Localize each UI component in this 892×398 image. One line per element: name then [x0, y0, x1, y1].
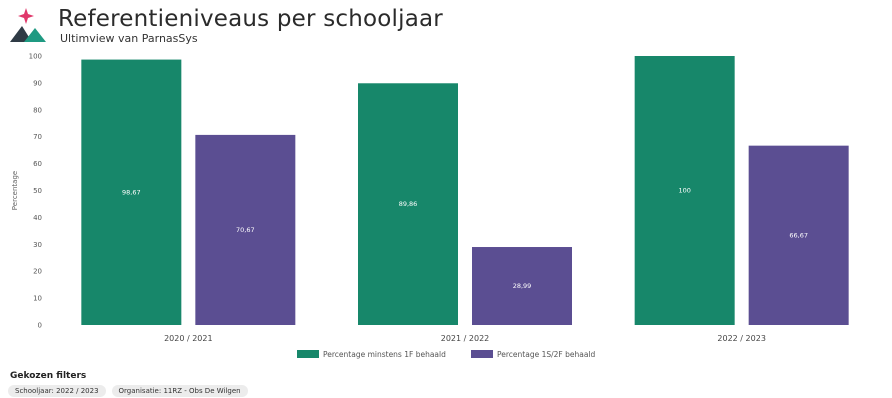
- y-tick-label: 10: [33, 295, 42, 303]
- y-tick-label: 60: [33, 160, 42, 168]
- x-category-label: 2020 / 2021: [164, 334, 213, 343]
- page-subtitle: Ultimview van ParnasSys: [60, 32, 198, 45]
- bar: [748, 145, 849, 325]
- bar-value-label: 70,67: [236, 226, 255, 234]
- x-category-label: 2022 / 2023: [717, 334, 766, 343]
- y-tick-label: 30: [33, 241, 42, 249]
- bar: [358, 83, 458, 325]
- filter-chip-organisatie[interactable]: Organisatie: 11RZ - Obs De Wilgen: [111, 385, 248, 397]
- bar: [195, 134, 296, 325]
- bar-value-label: 89,86: [399, 200, 418, 208]
- bar-value-label: 66,67: [789, 231, 808, 239]
- filter-chip-row: Schooljaar: 2022 / 2023 Organisatie: 11R…: [8, 385, 248, 397]
- bar: [472, 247, 572, 325]
- y-tick-label: 90: [33, 79, 42, 87]
- y-tick-label: 50: [33, 187, 42, 195]
- legend-swatch: [297, 350, 319, 358]
- y-tick-label: 80: [33, 106, 42, 114]
- y-axis-title: Percentage: [11, 171, 19, 210]
- bar: [634, 56, 735, 325]
- y-tick-label: 70: [33, 133, 42, 141]
- bar-value-label: 100: [678, 187, 690, 195]
- y-tick-label: 20: [33, 268, 42, 276]
- bar: [81, 59, 182, 326]
- filters-title: Gekozen filters: [10, 371, 87, 381]
- legend-swatch: [471, 350, 493, 358]
- y-tick-label: 40: [33, 214, 42, 222]
- page-title: Referentieniveaus per schooljaar: [58, 6, 443, 32]
- legend-label: Percentage 1S/2F behaald: [497, 350, 596, 359]
- bar-value-label: 98,67: [122, 188, 141, 196]
- bar-value-label: 28,99: [513, 282, 532, 290]
- filter-chip-schooljaar[interactable]: Schooljaar: 2022 / 2023: [8, 385, 106, 397]
- legend-label: Percentage minstens 1F behaald: [323, 350, 446, 359]
- x-category-label: 2021 / 2022: [441, 334, 490, 343]
- y-tick-label: 100: [29, 53, 42, 61]
- brand-logo-icon: [10, 8, 46, 42]
- y-tick-label: 0: [38, 322, 42, 330]
